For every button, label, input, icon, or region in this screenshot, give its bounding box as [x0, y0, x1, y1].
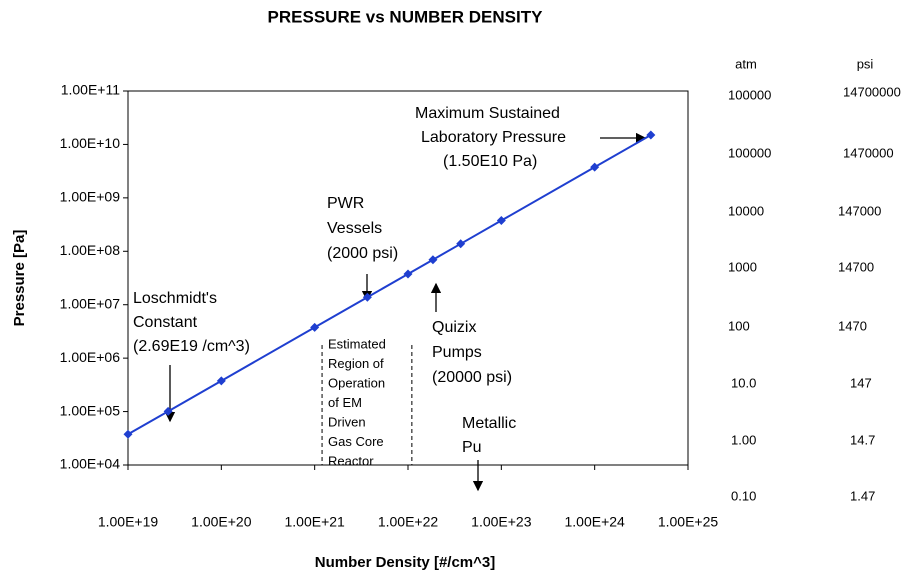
annotation: Pu [462, 439, 482, 456]
table-cell: 1.00 [731, 432, 756, 447]
y-axis-label: Pressure [Pa] [11, 230, 28, 327]
series-line [127, 134, 652, 436]
x-tick-label: 1.00E+21 [284, 514, 345, 530]
data-point [362, 292, 372, 302]
table-cell: 0.10 [731, 488, 756, 503]
x-tick-label: 1.00E+19 [98, 514, 159, 530]
table-cell: 1470000 [843, 145, 894, 160]
y-tick-label: 1.00E+08 [60, 242, 121, 258]
annotation: Loschmidt's [133, 290, 217, 307]
data-point [216, 376, 226, 386]
x-tick-label: 1.00E+20 [191, 514, 252, 530]
annotation: Constant [133, 314, 198, 331]
chart-title: PRESSURE vs NUMBER DENSITY [268, 7, 544, 26]
data-point [496, 216, 506, 226]
annotation: Maximum Sustained [415, 105, 560, 122]
table-cell: 1000 [728, 259, 757, 274]
table-cell: 1470 [838, 318, 867, 333]
table-cell: 147000 [838, 203, 881, 218]
annotation: (1.50E10 Pa) [443, 153, 537, 170]
table-cell: 14700 [838, 259, 874, 274]
annotation: (2.69E19 /cm^3) [133, 338, 250, 355]
data-point [310, 322, 320, 332]
annotation: Region of [328, 356, 384, 371]
y-tick-label: 1.00E+05 [60, 402, 121, 418]
data-point [403, 269, 413, 279]
annotation: Estimated [328, 336, 386, 351]
data-point [163, 406, 173, 416]
annotation: PWR [327, 195, 364, 212]
arrows [164, 132, 647, 492]
annotation: Vessels [327, 220, 382, 237]
x-tick-label: 1.00E+25 [658, 514, 719, 530]
annotation: Laboratory Pressure [421, 129, 566, 146]
x-tick-label: 1.00E+22 [378, 514, 439, 530]
table-cell: 10000 [728, 203, 764, 218]
data-point [428, 255, 438, 265]
table-cell: 147 [850, 375, 872, 390]
annotation: (2000 psi) [327, 245, 398, 262]
annotation: Gas Core [328, 434, 384, 449]
table-cell: 14.7 [850, 432, 875, 447]
annotation: Driven [328, 414, 366, 429]
annotation: (20000 psi) [432, 369, 512, 386]
annotation: Pumps [432, 344, 482, 361]
annotation: of EM [328, 395, 362, 410]
x-axis-label: Number Density [#/cm^3] [315, 554, 495, 571]
annotation: Reactor [328, 453, 374, 468]
data-point [123, 429, 133, 439]
y-tick-label: 1.00E+04 [60, 456, 121, 472]
y-tick-label: 1.00E+09 [60, 189, 121, 205]
table-cell: 14700000 [843, 84, 901, 99]
y-tick-label: 1.00E+11 [61, 82, 121, 98]
x-tick-label: 1.00E+24 [564, 514, 625, 530]
data-point [456, 239, 466, 249]
table-cell: 100 [728, 318, 750, 333]
annotation: Operation [328, 375, 385, 390]
y-tick-label: 1.00E+07 [60, 295, 121, 311]
annotation: Quizix [432, 319, 476, 336]
table-cell: 100000 [728, 87, 771, 102]
x-tick-label: 1.00E+23 [471, 514, 532, 530]
table-cell: 10.0 [731, 375, 756, 390]
data-point [590, 162, 600, 172]
table-cell: 1.47 [850, 488, 875, 503]
data-point [646, 130, 656, 140]
y-tick-label: 1.00E+10 [60, 135, 121, 151]
table-header: psi [857, 56, 874, 71]
y-tick-label: 1.00E+06 [60, 349, 121, 365]
table-cell: 100000 [728, 145, 771, 160]
table-header: atm [735, 56, 757, 71]
annotation: Metallic [462, 415, 516, 432]
